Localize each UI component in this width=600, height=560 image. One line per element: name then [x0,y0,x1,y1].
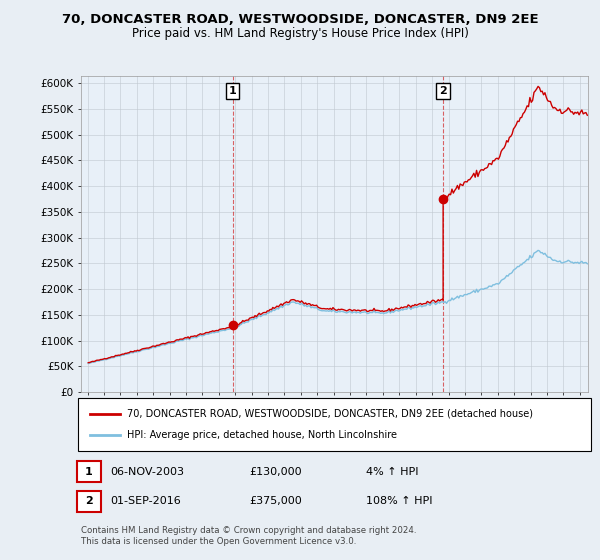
Text: £130,000: £130,000 [249,466,302,477]
Text: 2: 2 [85,496,92,506]
Text: Contains HM Land Registry data © Crown copyright and database right 2024.
This d: Contains HM Land Registry data © Crown c… [81,526,416,545]
Text: 01-SEP-2016: 01-SEP-2016 [110,496,181,506]
Text: 108% ↑ HPI: 108% ↑ HPI [366,496,433,506]
Text: 70, DONCASTER ROAD, WESTWOODSIDE, DONCASTER, DN9 2EE (detached house): 70, DONCASTER ROAD, WESTWOODSIDE, DONCAS… [127,409,533,419]
Text: 2: 2 [439,86,447,96]
Text: £375,000: £375,000 [249,496,302,506]
Text: 1: 1 [229,86,236,96]
Text: 70, DONCASTER ROAD, WESTWOODSIDE, DONCASTER, DN9 2EE: 70, DONCASTER ROAD, WESTWOODSIDE, DONCAS… [62,13,538,26]
Text: 1: 1 [85,466,92,477]
Text: HPI: Average price, detached house, North Lincolnshire: HPI: Average price, detached house, Nort… [127,430,397,440]
Text: Price paid vs. HM Land Registry's House Price Index (HPI): Price paid vs. HM Land Registry's House … [131,27,469,40]
Text: 06-NOV-2003: 06-NOV-2003 [110,466,184,477]
Text: 4% ↑ HPI: 4% ↑ HPI [366,466,419,477]
